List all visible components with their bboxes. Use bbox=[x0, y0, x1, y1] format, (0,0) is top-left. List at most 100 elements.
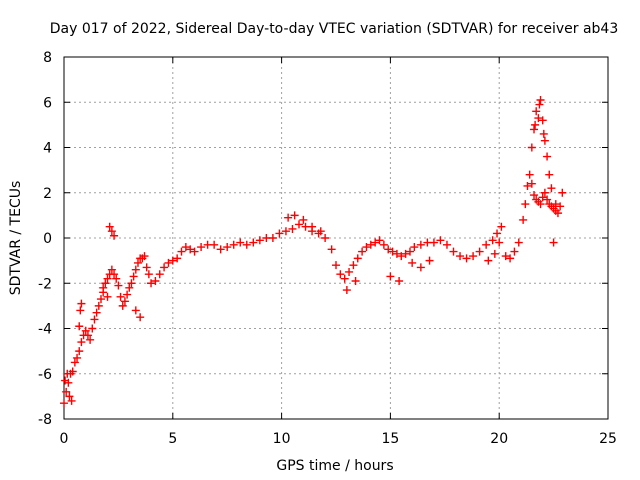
x-tick-label: 20 bbox=[490, 431, 508, 447]
data-point bbox=[125, 283, 134, 292]
data-point bbox=[160, 263, 169, 272]
data-point bbox=[127, 279, 136, 288]
data-point bbox=[288, 224, 297, 233]
data-point bbox=[147, 279, 156, 288]
y-tick-label: 0 bbox=[43, 231, 52, 247]
data-point bbox=[118, 301, 127, 310]
data-point bbox=[395, 276, 404, 285]
data-point bbox=[456, 252, 465, 261]
data-point bbox=[525, 170, 534, 179]
data-point bbox=[540, 188, 549, 197]
data-point bbox=[436, 236, 445, 245]
data-point bbox=[332, 261, 340, 270]
y-tick-label: 4 bbox=[43, 141, 52, 157]
data-point bbox=[173, 254, 182, 263]
data-point bbox=[530, 191, 539, 200]
data-point bbox=[216, 245, 225, 254]
data-point bbox=[76, 306, 85, 315]
y-tick-label: 8 bbox=[43, 50, 52, 66]
data-point bbox=[540, 136, 549, 145]
data-point bbox=[83, 331, 92, 340]
data-point bbox=[112, 274, 121, 283]
data-point bbox=[114, 281, 123, 290]
data-point bbox=[410, 243, 419, 252]
data-point bbox=[120, 297, 129, 306]
data-point bbox=[197, 243, 206, 252]
data-point bbox=[531, 120, 540, 129]
data-point bbox=[351, 276, 360, 285]
data-point bbox=[349, 261, 358, 270]
data-point bbox=[186, 245, 195, 254]
data-point bbox=[105, 222, 114, 231]
data-point bbox=[131, 306, 140, 315]
data-point bbox=[519, 215, 528, 224]
data-point bbox=[371, 238, 380, 247]
data-point bbox=[558, 188, 567, 197]
x-axis-label: GPS time / hours bbox=[276, 458, 393, 474]
y-axis-label: SDTVAR / TECUs bbox=[8, 181, 24, 296]
data-point bbox=[538, 116, 547, 125]
data-point bbox=[242, 240, 251, 249]
data-point bbox=[73, 353, 82, 362]
data-point bbox=[151, 276, 160, 285]
data-point bbox=[290, 211, 299, 220]
data-point bbox=[336, 270, 345, 279]
data-point bbox=[96, 295, 105, 304]
data-point bbox=[475, 247, 484, 256]
chart-title: Day 017 of 2022, Sidereal Day-to-day VTE… bbox=[50, 21, 619, 37]
data-point bbox=[164, 258, 173, 267]
data-point bbox=[107, 227, 116, 236]
data-point bbox=[140, 252, 149, 261]
data-point bbox=[63, 369, 72, 378]
data-point bbox=[249, 238, 258, 247]
y-tick-label: -4 bbox=[38, 322, 52, 338]
data-point bbox=[384, 245, 393, 254]
data-point bbox=[181, 243, 190, 252]
data-point bbox=[70, 358, 79, 367]
data-point bbox=[538, 193, 547, 202]
data-point bbox=[362, 243, 371, 252]
data-point bbox=[94, 301, 103, 310]
data-point bbox=[345, 267, 354, 276]
data-point bbox=[75, 322, 84, 331]
data-point bbox=[68, 367, 77, 376]
data-point bbox=[449, 247, 458, 256]
y-tick-label: 2 bbox=[43, 186, 52, 202]
data-point bbox=[90, 315, 99, 324]
data-point bbox=[142, 263, 151, 272]
data-point bbox=[429, 238, 438, 247]
data-point bbox=[534, 114, 543, 123]
x-tick-label: 15 bbox=[381, 431, 399, 447]
data-point bbox=[81, 326, 90, 335]
data-point bbox=[67, 396, 76, 405]
data-point bbox=[255, 236, 264, 245]
data-point bbox=[86, 335, 95, 344]
x-tick-labels: 0 5 10 15 20 25 bbox=[60, 431, 617, 447]
data-point bbox=[295, 220, 304, 229]
data-points bbox=[60, 95, 567, 408]
data-point bbox=[539, 129, 548, 138]
data-point bbox=[107, 265, 116, 274]
data-point bbox=[521, 200, 530, 209]
data-point bbox=[268, 234, 277, 242]
data-point bbox=[136, 313, 145, 322]
data-point bbox=[133, 258, 142, 267]
data-point bbox=[495, 238, 504, 247]
data-point bbox=[416, 240, 425, 249]
data-point bbox=[131, 265, 140, 274]
data-point bbox=[342, 286, 351, 295]
y-tick-labels: -8 -6 -4 -2 0 2 4 6 8 bbox=[38, 50, 52, 428]
x-tick-label: 5 bbox=[168, 431, 177, 447]
data-point bbox=[77, 338, 86, 347]
data-point bbox=[116, 292, 125, 301]
data-point bbox=[236, 238, 245, 247]
data-point bbox=[506, 254, 515, 263]
data-point bbox=[556, 202, 565, 211]
data-point bbox=[388, 247, 397, 256]
data-point bbox=[316, 227, 325, 236]
data-point bbox=[375, 236, 384, 245]
data-point bbox=[353, 254, 362, 263]
data-point bbox=[490, 249, 499, 258]
data-point bbox=[299, 215, 308, 224]
data-point bbox=[123, 290, 132, 299]
